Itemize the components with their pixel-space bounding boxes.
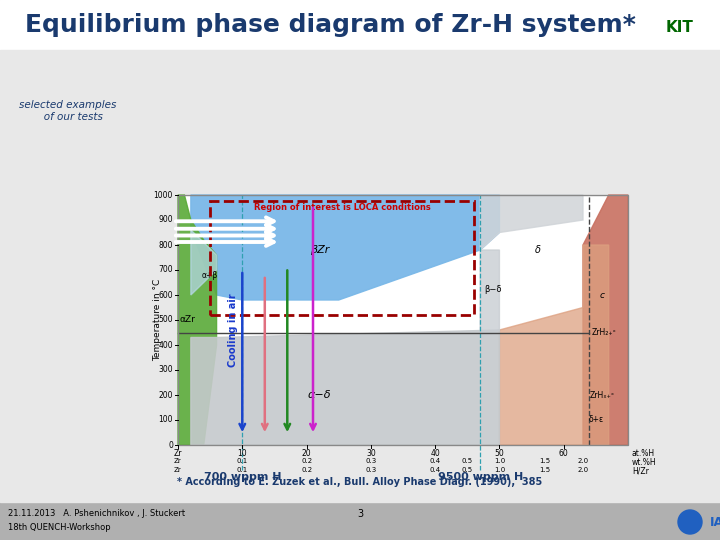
Text: 1.0: 1.0	[494, 467, 505, 473]
Bar	[210, 201, 474, 315]
Text: βZr: βZr	[310, 245, 329, 255]
Text: 0.3: 0.3	[365, 467, 377, 473]
Polygon shape	[191, 230, 217, 295]
Polygon shape	[480, 250, 500, 338]
Text: δ+ε: δ+ε	[588, 415, 603, 424]
Text: 2.0: 2.0	[577, 458, 588, 464]
Text: 0.1: 0.1	[237, 458, 248, 464]
Text: 300: 300	[158, 366, 173, 375]
Text: 1.0: 1.0	[494, 458, 505, 464]
Bar	[630, 6, 712, 48]
Text: 900: 900	[158, 215, 173, 225]
Bar	[0, 50, 720, 502]
Text: 50: 50	[495, 449, 504, 458]
Text: wt.%H: wt.%H	[632, 458, 657, 467]
Text: 200: 200	[158, 390, 173, 400]
Text: 1.5: 1.5	[539, 467, 550, 473]
Text: 0.1: 0.1	[237, 467, 248, 473]
Text: Zr: Zr	[174, 449, 182, 458]
Polygon shape	[191, 330, 500, 445]
Text: 18th QUENCH-Workshop: 18th QUENCH-Workshop	[8, 523, 111, 532]
Text: 600: 600	[158, 291, 173, 300]
Polygon shape	[191, 195, 500, 300]
Polygon shape	[583, 195, 628, 445]
Text: Cooling in air: Cooling in air	[228, 293, 238, 367]
Text: 0.2: 0.2	[301, 458, 312, 464]
Bar	[0, 0, 720, 50]
Text: 400: 400	[158, 341, 173, 349]
Text: δ: δ	[535, 245, 541, 255]
Text: 800: 800	[158, 240, 173, 249]
Text: 0.4: 0.4	[430, 467, 441, 473]
Text: 40: 40	[431, 449, 440, 458]
Text: 0.3: 0.3	[365, 458, 377, 464]
Text: Zr: Zr	[174, 458, 182, 464]
Text: 0: 0	[168, 441, 173, 449]
Text: 100: 100	[158, 415, 173, 424]
Text: ZrHₓ₊ˣ: ZrHₓ₊ˣ	[590, 390, 615, 400]
Text: α−δ: α−δ	[307, 390, 331, 400]
Text: 9500 wppm H: 9500 wppm H	[438, 472, 523, 482]
Text: at.%H: at.%H	[632, 449, 655, 458]
Text: KIT: KIT	[666, 19, 694, 35]
Text: Equilibrium phase diagram of Zr-H system*: Equilibrium phase diagram of Zr-H system…	[24, 13, 636, 37]
Text: 700: 700	[158, 266, 173, 274]
Text: H/Zr: H/Zr	[632, 467, 649, 476]
Text: Temperature in °C: Temperature in °C	[153, 279, 163, 361]
Text: 10: 10	[238, 449, 247, 458]
Bar	[178, 195, 628, 445]
Bar	[0, 502, 720, 540]
Polygon shape	[500, 245, 608, 445]
Bar	[178, 195, 628, 445]
Text: 30: 30	[366, 449, 376, 458]
Text: 20: 20	[302, 449, 311, 458]
Text: 0.5: 0.5	[462, 467, 473, 473]
Text: α+β: α+β	[202, 271, 218, 280]
Text: selected examples
   of our tests: selected examples of our tests	[19, 100, 117, 122]
Polygon shape	[178, 195, 217, 445]
Text: 500: 500	[158, 315, 173, 325]
Text: 700 wppm H: 700 wppm H	[204, 472, 281, 482]
Circle shape	[678, 510, 702, 534]
Text: Region of interest is LOCA conditions: Region of interest is LOCA conditions	[253, 203, 431, 212]
Text: 1000: 1000	[153, 191, 173, 199]
Text: 0.2: 0.2	[301, 467, 312, 473]
Text: β−δ: β−δ	[485, 286, 502, 294]
Text: 0.4: 0.4	[430, 458, 441, 464]
Polygon shape	[480, 195, 583, 250]
Text: 21.11.2013   A. Pshenichnikov , J. Stuckert: 21.11.2013 A. Pshenichnikov , J. Stucker…	[8, 510, 185, 518]
Text: 1.5: 1.5	[539, 458, 550, 464]
Text: αZr: αZr	[180, 315, 196, 325]
Text: c: c	[600, 291, 605, 300]
Text: 3: 3	[357, 509, 363, 519]
Text: ZrH₂₊ˣ: ZrH₂₊ˣ	[591, 328, 616, 337]
Text: Zr: Zr	[174, 467, 182, 473]
Text: 0.5: 0.5	[462, 458, 473, 464]
Text: * According to E. Zuzek et al., Bull. Alloy Phase Diagr. (1990),  385: * According to E. Zuzek et al., Bull. Al…	[177, 477, 543, 487]
Text: 2.0: 2.0	[577, 467, 588, 473]
Text: 60: 60	[559, 449, 569, 458]
Text: IAM: IAM	[710, 516, 720, 529]
